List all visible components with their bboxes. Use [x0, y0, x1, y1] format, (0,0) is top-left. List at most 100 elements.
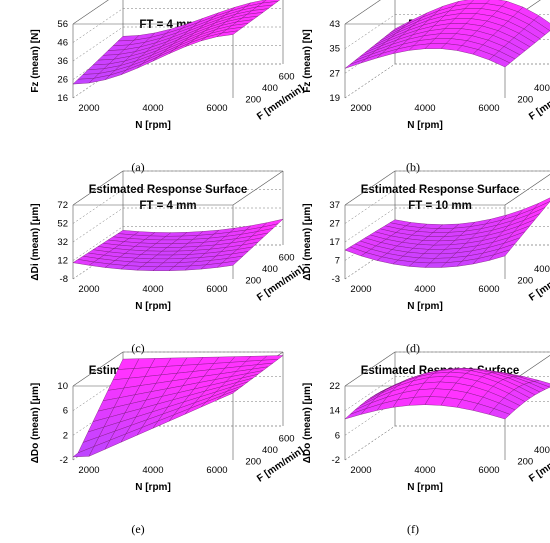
- surface-cell: [488, 408, 511, 420]
- x-tick-label: 2000: [78, 103, 99, 114]
- response-surface: [72, 355, 284, 458]
- y-tick-label: 600: [279, 72, 295, 83]
- chart-panel-4: Estimated Response Surface FT = 10 mm -3 7 1…: [302, 170, 550, 312]
- z-tick-label: 43: [329, 19, 340, 30]
- panel-caption: (f): [407, 522, 419, 536]
- z-axis-label: ΔDo (mean) [μm]: [30, 383, 41, 464]
- response-surface: [344, 368, 550, 420]
- x-axis-label: N [rpm]: [135, 120, 171, 131]
- panel-caption: (b): [406, 160, 420, 174]
- z-tick-label: 27: [329, 219, 340, 230]
- z-tick-label: 27: [329, 68, 340, 79]
- x-tick-label: 6000: [206, 103, 227, 114]
- z-axis-label: Fz (mean) [N]: [30, 29, 41, 92]
- z-tick-label: 19: [329, 93, 340, 104]
- z-tick-label: 14: [329, 406, 340, 417]
- x-tick-label: 4000: [414, 465, 435, 476]
- chart-title-line-1: Estimated Response Surface: [361, 184, 520, 196]
- y-tick-label: 600: [279, 434, 295, 445]
- response-surface: [344, 197, 550, 268]
- z-tick-label: 16: [57, 93, 68, 104]
- z-tick-label: 52: [57, 219, 68, 230]
- surface-cell: [216, 389, 239, 401]
- x-tick-label: 4000: [142, 103, 163, 114]
- response-surface: [72, 218, 284, 271]
- z-axis-label: ΔDo (mean) [μm]: [302, 383, 313, 464]
- y-tick-label: 400: [534, 445, 550, 456]
- z-axis-label: ΔDi (mean) [μm]: [30, 203, 41, 280]
- panel-caption: (c): [131, 341, 144, 355]
- y-tick-label: 200: [245, 275, 261, 286]
- chart-panel-2: FT = 10 mm19273543200040006000200400600N…: [302, 0, 550, 131]
- z-tick-label: -2: [332, 455, 340, 466]
- x-tick-label: 2000: [350, 465, 371, 476]
- z-tick-label: -8: [60, 274, 68, 285]
- z-axis-label: Fz (mean) [N]: [302, 29, 313, 92]
- z-tick-label: 6: [335, 430, 340, 441]
- z-tick-label: -2: [60, 455, 68, 466]
- x-tick-label: 6000: [478, 465, 499, 476]
- z-tick-label: 46: [57, 38, 68, 49]
- surface-cell: [488, 249, 511, 261]
- x-tick-label: 2000: [78, 465, 99, 476]
- z-tick-label: 22: [329, 381, 340, 392]
- y-tick-label: 200: [517, 456, 533, 467]
- z-tick-label: 72: [57, 200, 68, 211]
- x-tick-label: 4000: [142, 284, 163, 295]
- x-tick-label: 6000: [478, 284, 499, 295]
- y-tick-label: 200: [517, 275, 533, 286]
- z-tick-label: 2: [63, 430, 68, 441]
- chart-title-line-2: FT = 4 mm: [139, 200, 196, 212]
- x-axis-label: N [rpm]: [407, 120, 443, 131]
- z-tick-label: 17: [329, 237, 340, 248]
- y-tick-label: 200: [517, 94, 533, 105]
- x-tick-label: 2000: [350, 284, 371, 295]
- z-tick-label: 26: [57, 75, 68, 86]
- z-tick-label: -3: [332, 274, 340, 285]
- chart-title-line-2: FT = 10 mm: [408, 200, 472, 212]
- y-tick-label: 600: [279, 253, 295, 264]
- y-tick-label: 400: [262, 83, 278, 94]
- x-axis-label: N [rpm]: [407, 301, 443, 312]
- y-tick-label: 400: [534, 264, 550, 275]
- x-tick-label: 4000: [414, 284, 435, 295]
- y-tick-label: 400: [534, 83, 550, 94]
- x-tick-label: 4000: [142, 465, 163, 476]
- z-tick-label: 36: [57, 56, 68, 67]
- y-tick-label: 200: [245, 94, 261, 105]
- x-axis-label: N [rpm]: [135, 482, 171, 493]
- x-tick-label: 6000: [206, 465, 227, 476]
- z-tick-label: 56: [57, 19, 68, 30]
- y-tick-label: 400: [262, 264, 278, 275]
- surface-cell: [216, 260, 239, 268]
- x-axis-label: N [rpm]: [135, 301, 171, 312]
- panel-caption: (d): [406, 341, 420, 355]
- response-surface: [344, 0, 550, 69]
- z-tick-label: 32: [57, 237, 68, 248]
- panel-caption: (a): [131, 160, 144, 174]
- x-tick-label: 6000: [206, 284, 227, 295]
- panel-caption: (e): [131, 522, 144, 536]
- chart-title-line-1: Estimated Response Surface: [89, 184, 248, 196]
- x-axis-label: N [rpm]: [407, 482, 443, 493]
- surface-cell: [216, 30, 239, 37]
- surface-cell: [488, 55, 511, 68]
- y-tick-label: 200: [245, 456, 261, 467]
- x-tick-label: 6000: [478, 103, 499, 114]
- x-tick-label: 4000: [414, 103, 435, 114]
- z-tick-label: 37: [329, 200, 340, 211]
- z-tick-label: 6: [63, 406, 68, 417]
- x-tick-label: 2000: [78, 284, 99, 295]
- z-tick-label: 10: [57, 381, 68, 392]
- z-tick-label: 35: [329, 44, 340, 55]
- chart-panel-3: Estimated Response Surface FT = 4 mm -8 12 3…: [30, 170, 306, 312]
- y-tick-label: 400: [262, 445, 278, 456]
- z-axis-label: ΔDi (mean) [μm]: [302, 203, 313, 280]
- z-tick-label: 12: [57, 256, 68, 267]
- x-tick-label: 2000: [350, 103, 371, 114]
- z-tick-label: 7: [335, 256, 340, 267]
